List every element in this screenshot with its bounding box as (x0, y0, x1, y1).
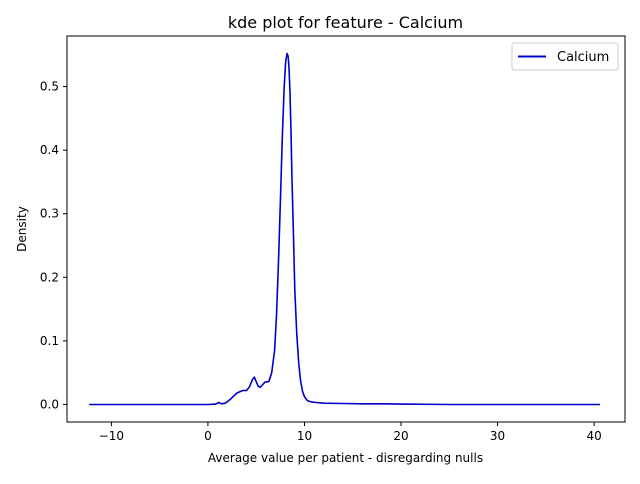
x-tick-label: 30 (490, 429, 505, 443)
legend-label-calcium: Calcium (557, 50, 609, 65)
x-tick-label: 20 (393, 429, 408, 443)
x-tick-label: 40 (586, 429, 601, 443)
y-axis-ticks: 0.0 0.1 0.2 0.3 0.4 0.5 (40, 80, 67, 411)
plot-area: −10 0 10 20 30 40 0.0 0.1 0.2 0.3 0.4 0.5 (40, 35, 626, 443)
chart-title: kde plot for feature - Calcium (228, 13, 463, 32)
legend: Calcium (511, 42, 619, 71)
axes-frame (66, 35, 626, 423)
x-axis-label: Average value per patient - disregarding… (208, 451, 483, 465)
x-tick-label: 0 (204, 429, 212, 443)
y-tick-label: 0.4 (40, 143, 59, 157)
y-tick-label: 0.2 (40, 270, 59, 284)
y-tick-label: 0.3 (40, 207, 59, 221)
series-layer (89, 52, 600, 406)
y-tick-label: 0.0 (40, 397, 59, 411)
series-line-calcium (89, 52, 600, 406)
y-axis-label: Density (15, 206, 29, 252)
x-tick-label: 10 (297, 429, 312, 443)
y-tick-label: 0.5 (40, 80, 59, 94)
y-tick-label: 0.1 (40, 334, 59, 348)
x-axis-ticks: −10 0 10 20 30 40 (99, 422, 602, 443)
legend-box (511, 42, 619, 71)
x-tick-label: −10 (99, 429, 124, 443)
